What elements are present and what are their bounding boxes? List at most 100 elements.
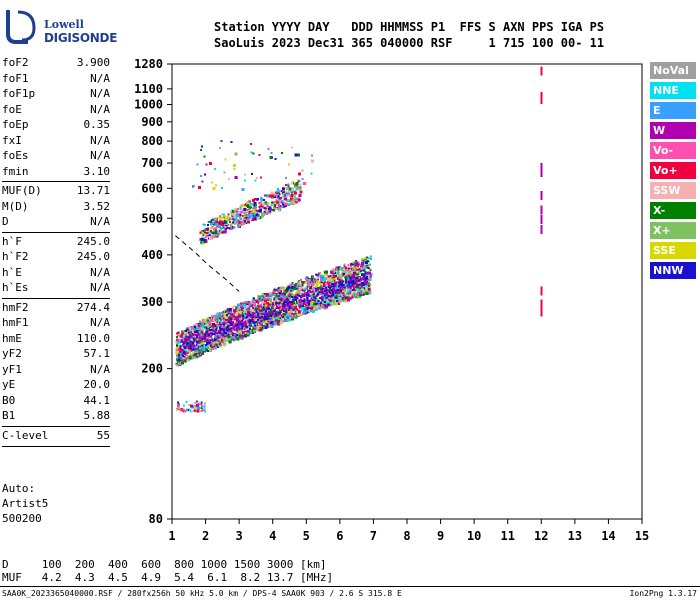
echo-point [288, 308, 291, 311]
echo-point [245, 204, 249, 208]
echo-point [335, 301, 338, 304]
echo-point [183, 351, 186, 354]
echo-point [195, 343, 198, 346]
param-name: B0 [2, 393, 16, 407]
echo-point [242, 301, 245, 304]
echo-point [226, 322, 229, 325]
echo-point [185, 401, 188, 404]
echo-point [306, 303, 310, 307]
echo-point [230, 313, 234, 317]
y-tick-label: 200 [141, 362, 163, 376]
echo-point [208, 237, 211, 240]
echo-point [266, 307, 269, 310]
echo-point [238, 326, 241, 329]
echo-point [255, 328, 258, 331]
echo-point [206, 224, 209, 226]
echo-point [302, 289, 304, 292]
echo-point [306, 291, 309, 294]
echo-point [234, 325, 237, 328]
echo-point [265, 212, 268, 215]
echo-point [290, 182, 293, 185]
echo-point [301, 283, 304, 286]
echo-point [260, 324, 263, 326]
echo-point [311, 295, 314, 297]
echo-point [206, 337, 209, 340]
echo-point [302, 293, 304, 296]
echo-point [299, 190, 303, 194]
echo-point [330, 281, 333, 284]
echo-point [310, 297, 313, 300]
echo-point [284, 194, 286, 197]
echo-point [365, 256, 368, 259]
echo-point [269, 298, 272, 300]
echo-point [337, 271, 340, 274]
echo-point [267, 202, 270, 205]
echo-point [210, 329, 213, 332]
echo-point [210, 327, 213, 330]
echo-point [221, 340, 224, 343]
echo-point [193, 324, 196, 327]
echo-point [323, 276, 326, 279]
x-tick-label: 15 [635, 529, 649, 543]
echo-point [335, 294, 338, 297]
echo-point [209, 346, 212, 349]
echo-point [303, 282, 306, 285]
echo-point [310, 291, 313, 294]
echo-point [362, 257, 365, 260]
echo-point [260, 301, 264, 305]
echo-point [255, 308, 258, 311]
echo-point [202, 338, 205, 341]
echo-point [179, 332, 182, 335]
echo-point [186, 349, 189, 352]
echo-point [225, 316, 228, 319]
echo-point [361, 289, 364, 292]
echo-point [260, 305, 263, 308]
echo-point [287, 318, 290, 321]
echo-point [277, 300, 280, 303]
echo-point [279, 204, 282, 207]
echo-point [266, 297, 269, 300]
echo-point [198, 326, 201, 329]
echo-point [221, 339, 223, 341]
echo-point [250, 218, 253, 220]
echo-point [237, 325, 240, 328]
echo-point [188, 335, 191, 338]
echo-point [337, 266, 340, 269]
echo-point [264, 201, 267, 204]
echo-point [201, 328, 204, 332]
echo-point [356, 273, 359, 276]
echo-point [240, 319, 243, 322]
echo-point [234, 152, 238, 156]
echo-point [243, 173, 246, 176]
echo-point [263, 194, 266, 197]
echo-point [344, 281, 347, 284]
echo-point [285, 183, 288, 186]
echo-point [219, 230, 222, 233]
echo-point [203, 343, 206, 346]
echo-point [230, 316, 233, 319]
echo-point [350, 263, 353, 266]
echo-point [201, 230, 204, 232]
echo-point [331, 302, 333, 305]
echo-point [218, 321, 221, 324]
echo-point [279, 321, 282, 325]
echo-point [195, 323, 198, 326]
echo-point [329, 286, 332, 289]
echo-point [182, 349, 185, 352]
echo-point [253, 312, 256, 315]
echo-point [218, 313, 221, 316]
echo-point [298, 300, 301, 303]
echo-point [260, 322, 263, 325]
echo-point [241, 215, 244, 218]
echo-point [331, 268, 334, 271]
echo-point [198, 337, 201, 340]
param-value: 245.0 [76, 250, 110, 263]
echo-point [262, 298, 266, 301]
echo-point [213, 227, 217, 231]
echo-point [348, 296, 351, 299]
echo-point [236, 323, 239, 326]
echo-point [206, 227, 209, 230]
echo-point [215, 229, 217, 232]
echo-point [341, 272, 344, 275]
echo-point [297, 184, 300, 187]
